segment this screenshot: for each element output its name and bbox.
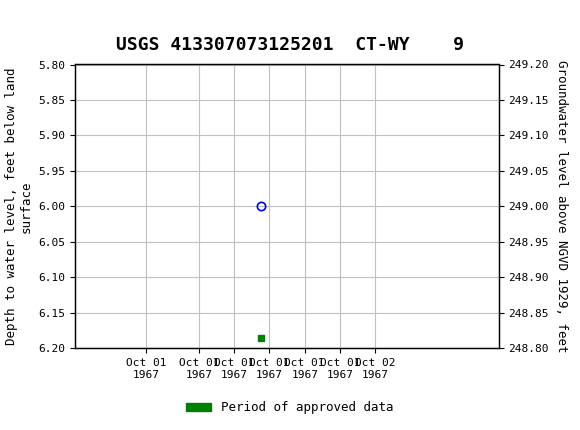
Text: USGS 413307073125201  CT-WY    9: USGS 413307073125201 CT-WY 9 (116, 36, 464, 54)
Y-axis label: Depth to water level, feet below land
surface: Depth to water level, feet below land su… (5, 68, 33, 345)
Y-axis label: Groundwater level above NGVD 1929, feet: Groundwater level above NGVD 1929, feet (554, 60, 568, 353)
Text: ≡USGS: ≡USGS (6, 12, 72, 33)
Legend: Period of approved data: Period of approved data (181, 396, 399, 419)
